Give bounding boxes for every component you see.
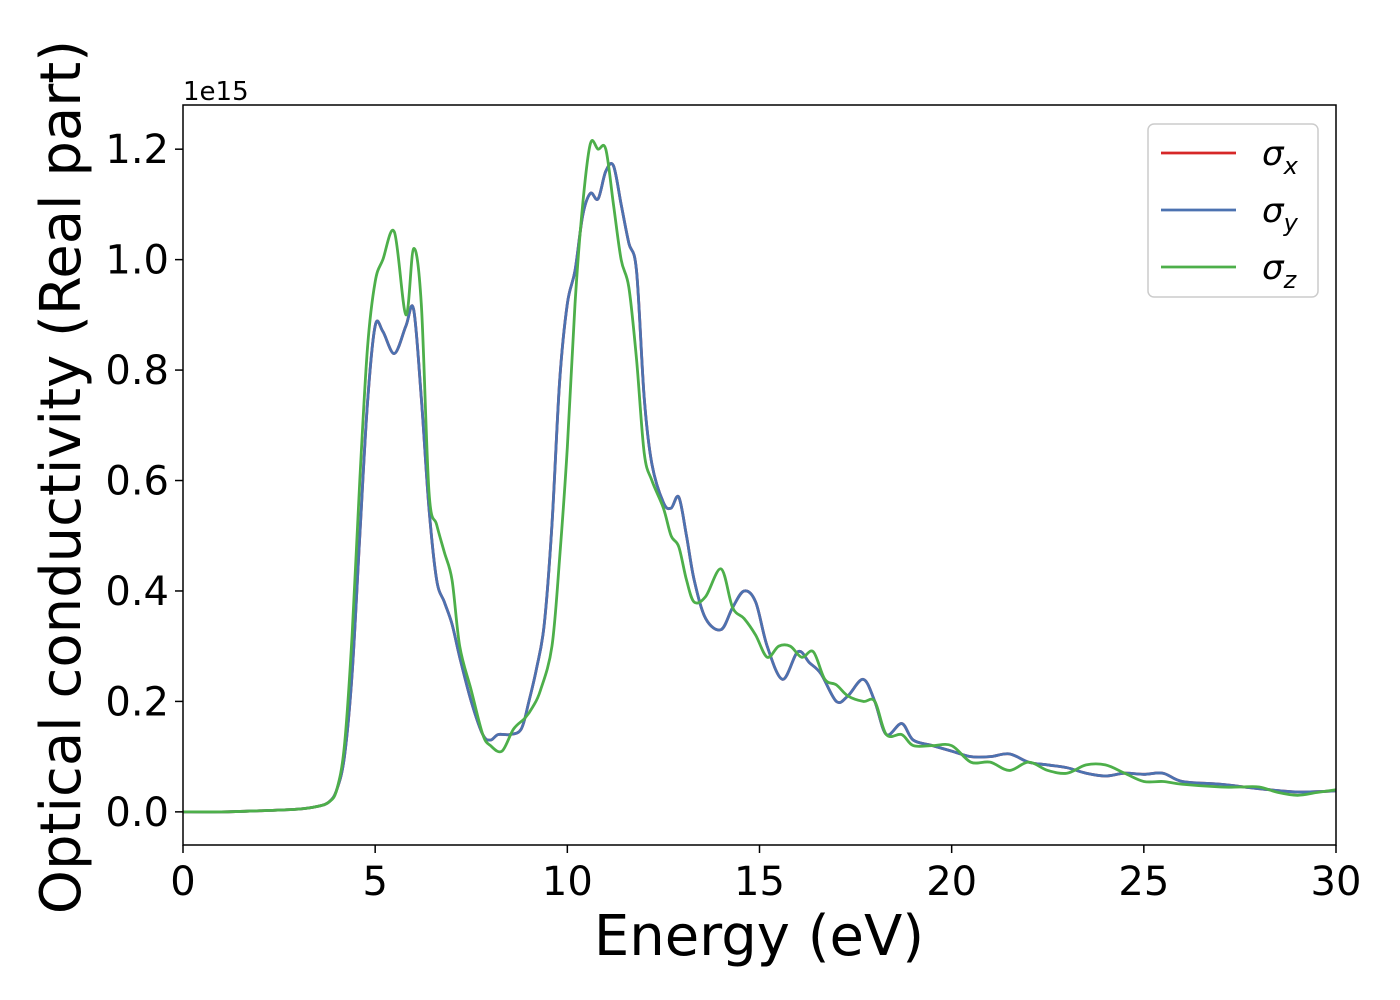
x-tick-label: 0 (170, 859, 195, 905)
y-tick-label: 0.4 (105, 569, 169, 615)
x-tick-label: 30 (1311, 859, 1362, 905)
legend-label-x: σx (1262, 134, 1299, 180)
series-line-y (183, 162, 1336, 814)
y-tick-label: 0.6 (105, 459, 169, 505)
y-offset-text: 1e15 (183, 77, 249, 107)
y-tick-label: 0.8 (105, 348, 169, 394)
legend: σx σy σz (1147, 123, 1319, 298)
y-tick-label: 1.0 (105, 238, 169, 284)
y-tick-label: 0.2 (105, 679, 169, 725)
y-tick-label: 1.2 (105, 127, 169, 173)
y-axis-title: Optical conductivity (Real part) (29, 40, 94, 914)
y-axis-ticks: 0.0 0.2 0.4 0.6 0.8 1.0 1.2 (105, 127, 183, 836)
x-axis-title: Energy (eV) (594, 904, 924, 969)
y-tick-label: 0.0 (105, 790, 169, 836)
legend-label-y: σy (1262, 191, 1299, 237)
series-line-z (183, 139, 1336, 814)
x-axis-ticks: 0 5 10 15 20 25 30 (170, 845, 1361, 905)
x-tick-label: 5 (362, 859, 387, 905)
series-layer (183, 139, 1336, 814)
x-tick-label: 20 (926, 859, 977, 905)
x-tick-label: 10 (542, 859, 593, 905)
x-tick-label: 15 (734, 859, 785, 905)
x-tick-label: 25 (1118, 859, 1169, 905)
legend-label-z: σz (1262, 248, 1298, 294)
